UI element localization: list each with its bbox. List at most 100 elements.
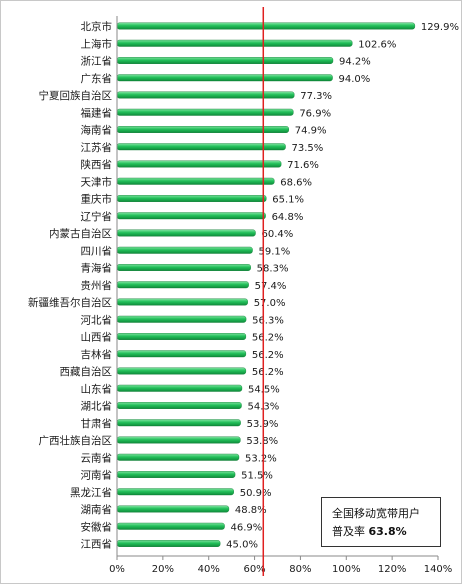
category-label: 山东省 [81, 382, 113, 395]
bar [116, 57, 334, 64]
category-label: 广西壮族自治区 [39, 434, 113, 447]
category-label: 吉林省 [81, 348, 113, 361]
bar-value-label: 46.9% [231, 522, 263, 533]
national-rate-annotation: 全国移动宽带用户 普及率 63.8% [321, 497, 441, 547]
bar-value-label: 56.3% [252, 315, 284, 326]
bar [116, 540, 221, 547]
bar [116, 39, 353, 47]
bar [116, 281, 249, 289]
bar-value-label: 53.8% [246, 436, 278, 447]
bar-value-label: 56.2% [252, 333, 284, 344]
bar-value-label: 74.9% [295, 126, 327, 137]
bar-value-label: 94.2% [339, 57, 371, 68]
bar [116, 453, 240, 461]
category-label: 天津市 [81, 175, 113, 188]
bar-value-label: 50.9% [240, 488, 272, 499]
bar [116, 74, 333, 82]
category-label: 西藏自治区 [60, 365, 113, 378]
bar-value-label: 76.9% [299, 108, 331, 119]
bar [116, 471, 236, 478]
bars-layer: 北京市 129.9% 上海市 102.6% 浙江省 94.2% 广东省 94.0% 宁夏回族自治… [28, 20, 459, 551]
x-tick-label: 40% [198, 564, 220, 575]
bar-value-label: 77.3% [300, 91, 332, 102]
bar [116, 91, 295, 99]
bar [116, 195, 267, 202]
category-label: 江西省 [81, 538, 113, 551]
bar [116, 298, 248, 306]
bar-value-label: 102.6% [358, 39, 396, 50]
bar [116, 160, 282, 168]
category-label: 湖南省 [81, 503, 113, 516]
annotation-line2-prefix: 普及率 [332, 525, 365, 538]
bar-value-label: 48.8% [235, 505, 267, 516]
bar-value-label: 45.0% [226, 540, 258, 551]
category-label: 辽宁省 [81, 210, 113, 223]
bar [116, 402, 242, 409]
bar-value-label: 64.8% [272, 212, 304, 223]
category-label: 福建省 [81, 106, 113, 119]
bar-value-label: 60.4% [261, 229, 293, 240]
bar-value-label: 53.9% [247, 419, 279, 430]
bar [116, 264, 251, 271]
bar [116, 488, 234, 496]
category-label: 河北省 [81, 313, 113, 326]
bar [116, 436, 241, 444]
x-tick-label: 100% [332, 564, 361, 575]
x-tick-label: 60% [243, 564, 265, 575]
annotation-line1: 全国移动宽带用户 [332, 507, 420, 520]
bar [116, 229, 256, 237]
category-label: 内蒙古自治区 [49, 227, 112, 240]
bar [116, 315, 247, 323]
category-label: 山西省 [81, 331, 113, 344]
bar-value-label: 129.9% [421, 22, 459, 33]
bar [116, 246, 253, 254]
category-label: 浙江省 [81, 55, 113, 68]
x-tick-label: 80% [289, 564, 311, 575]
category-label: 安徽省 [81, 520, 113, 533]
bar-value-label: 65.1% [272, 195, 304, 206]
bar [116, 143, 286, 151]
bar [116, 177, 275, 185]
category-label: 陕西省 [81, 158, 113, 171]
category-label: 宁夏回族自治区 [39, 89, 113, 102]
category-label: 黑龙江省 [70, 486, 112, 499]
category-label: 北京市 [81, 20, 113, 33]
category-label: 广东省 [81, 72, 113, 85]
bar [116, 367, 247, 375]
category-label: 湖北省 [81, 400, 113, 413]
category-label: 甘肃省 [81, 417, 113, 430]
category-label: 上海市 [81, 37, 113, 50]
bar-value-label: 53.2% [245, 453, 277, 464]
bar-value-label: 57.0% [254, 298, 286, 309]
category-label: 江苏省 [81, 141, 113, 154]
x-tick-label: 0% [109, 564, 125, 575]
x-tick-label: 120% [378, 564, 407, 575]
bar-value-label: 68.6% [280, 177, 312, 188]
bar [116, 419, 241, 427]
bar [116, 350, 247, 358]
bar-value-label: 57.4% [255, 281, 287, 292]
bar-value-label: 56.2% [252, 367, 284, 378]
bar [116, 333, 247, 340]
bar-value-label: 71.6% [287, 160, 319, 171]
bar-value-label: 58.3% [257, 264, 289, 275]
x-tick-label: 20% [152, 564, 174, 575]
category-label: 重庆市 [81, 193, 113, 206]
annotation-line2-value: 63.8% [368, 525, 407, 538]
bar-value-label: 94.0% [339, 74, 371, 85]
category-label: 青海省 [81, 262, 113, 275]
category-label: 海南省 [81, 124, 113, 137]
bar-value-label: 56.2% [252, 350, 284, 361]
bar-value-label: 51.5% [241, 471, 273, 482]
category-label: 河南省 [81, 469, 113, 482]
x-axis: 0% 20% 40% 60% 80% 100% 120% 140% [109, 16, 452, 575]
bar [116, 384, 243, 392]
bar-value-label: 59.1% [259, 246, 291, 257]
category-label: 新疆维吾尔自治区 [28, 296, 112, 309]
bar-value-label: 73.5% [292, 143, 324, 154]
bar [116, 505, 230, 513]
category-label: 云南省 [81, 451, 113, 464]
category-label: 四川省 [81, 244, 113, 257]
